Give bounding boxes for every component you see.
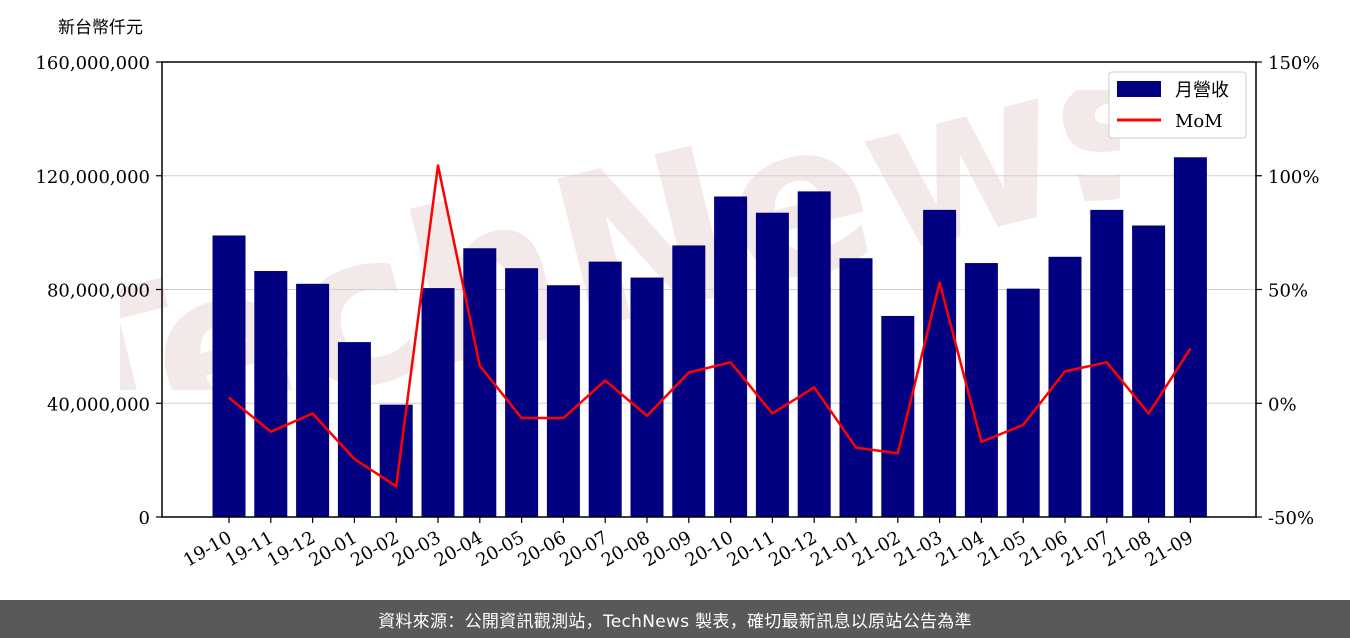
legend: 月營收 MoM [1108,71,1247,139]
legend-line-label: MoM [1175,111,1223,132]
y-left-tick-label-3: 120,000,000 [35,167,150,188]
y-right-tick-label-0: -50% [1268,508,1314,529]
legend-bar-swatch [1117,81,1161,97]
mom-line [228,164,1192,488]
legend-bar-label: 月營收 [1175,80,1229,101]
chart: 0 40,000,000 80,000,000 120,000,000 160,000,… [35,18,1319,571]
bar-21-02 [881,315,915,517]
bar-20-01 [337,342,371,517]
y-left-tick-label-4: 160,000,000 [35,53,150,74]
bar-19-11 [254,271,288,517]
bar-21-09 [1173,157,1207,517]
bar-21-04 [964,263,998,517]
y-right-tick-label-2: 50% [1268,281,1308,302]
bar-20-03 [421,288,455,517]
footer-source-text: 資料來源：公開資訊觀測站，TechNews 製表，確切最新訊息以原站公告為準 [378,611,972,632]
footer-source-note: 資料來源：公開資訊觀測站，TechNews 製表，確切最新訊息以原站公告為準 [0,600,1350,638]
y-right-tick-label-3: 100% [1268,167,1319,188]
bar-21-03 [923,209,957,517]
bar-20-12 [797,191,831,517]
bar-19-12 [296,283,330,517]
bar-19-10 [212,235,246,517]
bar-20-04 [463,248,497,517]
bar-20-05 [505,268,539,517]
unit-label: 新台幣仟元 [58,18,143,38]
bar-20-02 [379,404,413,517]
y-left-tick-label-2: 80,000,000 [47,281,150,302]
bar-20-09 [672,245,706,517]
bar-20-06 [546,285,580,517]
y-right-tick-label-4: 150% [1268,53,1319,74]
bar-20-08 [630,277,664,517]
bar-21-01 [839,258,873,517]
bar-20-11 [755,212,789,517]
bar-layer [212,157,1207,517]
x-tick-label-21-09: 21-09 [1141,527,1196,571]
bar-21-08 [1132,225,1166,517]
line-layer [228,164,1192,488]
bar-20-10 [714,196,748,517]
y-left-tick-label-0: 0 [139,508,150,529]
bar-21-05 [1006,288,1040,517]
y-left-tick-label-1: 40,000,000 [47,394,150,415]
y-right-tick-label-1: 0% [1268,394,1297,415]
